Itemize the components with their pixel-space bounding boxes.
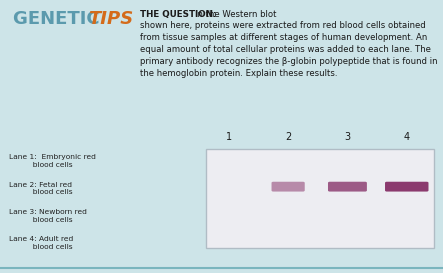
Text: Lane 1:  Embryonic red
          blood cells: Lane 1: Embryonic red blood cells [9,154,96,168]
Text: 2: 2 [285,132,291,142]
Text: Lane 2: Fetal red
          blood cells: Lane 2: Fetal red blood cells [9,182,73,195]
Text: THE QUESTION:: THE QUESTION: [140,10,216,19]
FancyBboxPatch shape [328,182,367,192]
Text: Lane 3: Newborn red
          blood cells: Lane 3: Newborn red blood cells [9,209,87,222]
FancyBboxPatch shape [385,182,428,192]
Text: GENETIC: GENETIC [13,10,106,28]
FancyBboxPatch shape [272,182,305,192]
Text: TIPS: TIPS [89,10,134,28]
Text: Lane 4: Adult red
          blood cells: Lane 4: Adult red blood cells [9,236,73,250]
Text: 4: 4 [404,132,410,142]
Text: 3: 3 [344,132,350,142]
Text: 1: 1 [226,132,232,142]
Bar [206,149,434,248]
Text: In the Western blot
shown here, proteins were extracted from red blood cells obt: In the Western blot shown here, proteins… [140,10,437,78]
